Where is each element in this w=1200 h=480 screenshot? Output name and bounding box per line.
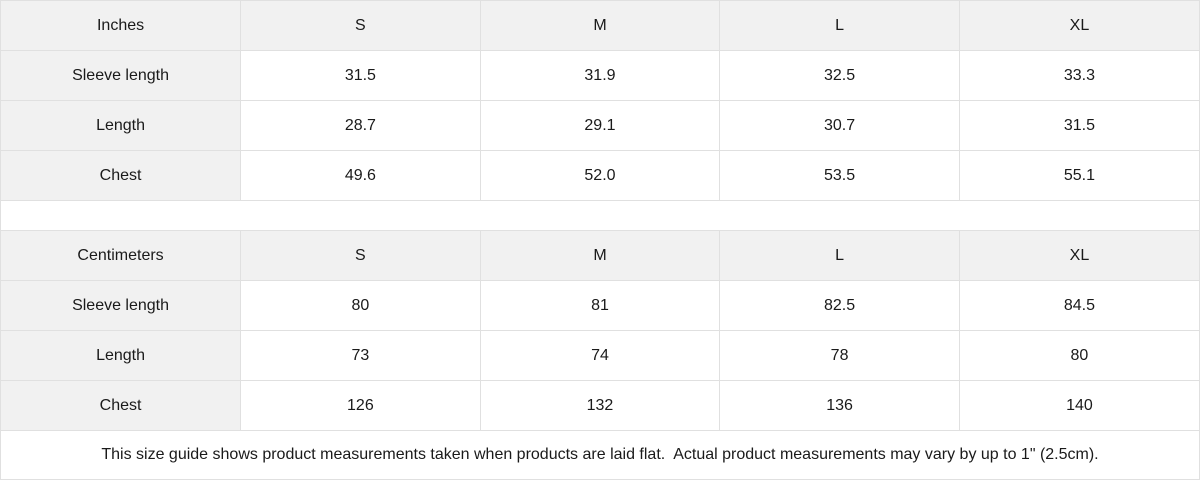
measurement-cell: 55.1	[958, 150, 1200, 201]
measurement-cell: 33.3	[958, 50, 1200, 101]
measurement-cell: 52.0	[479, 150, 721, 201]
row-label-cell: Sleeve length	[0, 280, 242, 331]
measurement-cell: 28.7	[240, 100, 481, 151]
unit-header-cell: Centimeters	[0, 230, 242, 281]
measurement-cell: 82.5	[719, 280, 960, 331]
size-header-cell-xl: XL	[958, 0, 1200, 51]
measurement-cell: 31.5	[240, 50, 481, 101]
measurement-cell: 136	[719, 380, 960, 431]
size-header-cell-l: L	[719, 0, 960, 51]
measurement-cell: 73	[240, 330, 481, 381]
centimeters-size-table: Centimeters S M L XL Sleeve length 80 81…	[0, 230, 1200, 431]
measurement-cell: 53.5	[719, 150, 960, 201]
table-row-sleeve-length: Sleeve length 80 81 82.5 84.5	[0, 280, 1200, 331]
table-row-sleeve-length: Sleeve length 31.5 31.9 32.5 33.3	[0, 50, 1200, 101]
table-header-row: Inches S M L XL	[0, 0, 1200, 51]
size-header-cell-xl: XL	[958, 230, 1200, 281]
measurement-cell: 74	[479, 330, 721, 381]
row-label-cell: Length	[0, 100, 242, 151]
table-row-length: Length 28.7 29.1 30.7 31.5	[0, 100, 1200, 151]
table-row-chest: Chest 49.6 52.0 53.5 55.1	[0, 150, 1200, 201]
size-header-cell-m: M	[479, 0, 721, 51]
measurement-cell: 140	[958, 380, 1200, 431]
size-header-cell-s: S	[240, 230, 481, 281]
measurement-cell: 49.6	[240, 150, 481, 201]
measurement-disclaimer: This size guide shows product measuremen…	[1, 430, 1199, 478]
table-spacer	[1, 200, 1199, 231]
row-label-cell: Sleeve length	[0, 50, 242, 101]
row-label-cell: Chest	[0, 380, 242, 431]
row-label-cell: Chest	[0, 150, 242, 201]
measurement-cell: 30.7	[719, 100, 960, 151]
measurement-cell: 84.5	[958, 280, 1200, 331]
unit-header-cell: Inches	[0, 0, 242, 51]
measurement-cell: 81	[479, 280, 721, 331]
measurement-cell: 31.9	[479, 50, 721, 101]
table-row-length: Length 73 74 78 80	[0, 330, 1200, 381]
row-label-cell: Length	[0, 330, 242, 381]
inches-size-table: Inches S M L XL Sleeve length 31.5 31.9 …	[0, 0, 1200, 201]
size-header-cell-l: L	[719, 230, 960, 281]
measurement-cell: 132	[479, 380, 721, 431]
measurement-cell: 80	[958, 330, 1200, 381]
measurement-cell: 31.5	[958, 100, 1200, 151]
size-header-cell-s: S	[240, 0, 481, 51]
table-row-chest: Chest 126 132 136 140	[0, 380, 1200, 431]
table-header-row: Centimeters S M L XL	[0, 230, 1200, 281]
measurement-cell: 80	[240, 280, 481, 331]
measurement-cell: 29.1	[479, 100, 721, 151]
measurement-cell: 32.5	[719, 50, 960, 101]
size-header-cell-m: M	[479, 230, 721, 281]
measurement-cell: 126	[240, 380, 481, 431]
measurement-cell: 78	[719, 330, 960, 381]
